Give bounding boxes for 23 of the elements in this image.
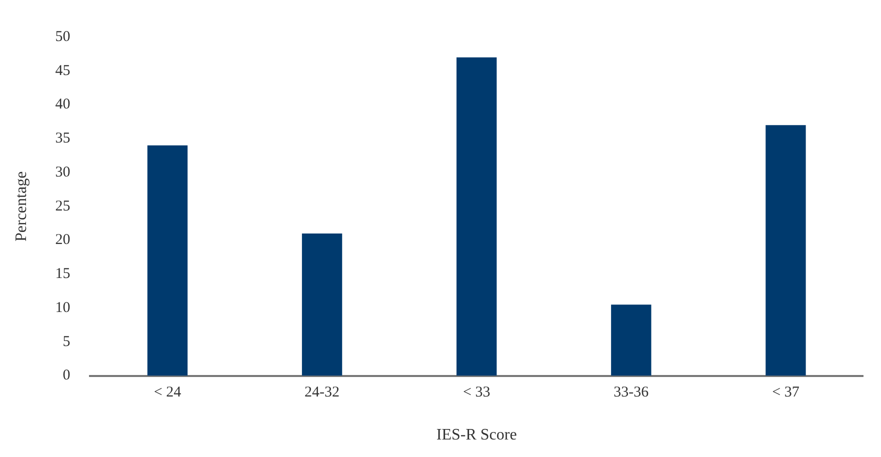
y-tick-label: 15 [55, 266, 70, 282]
y-axis-title: Percentage [12, 171, 30, 242]
y-tick-label: 35 [55, 130, 70, 147]
bar [147, 145, 188, 376]
y-tick-label: 10 [55, 300, 70, 316]
bar [456, 57, 497, 376]
y-tick-label: 5 [62, 334, 70, 350]
x-tick-label: 33-36 [614, 384, 650, 401]
bar [302, 234, 342, 376]
y-tick-label: 45 [55, 62, 70, 79]
y-tick-label: 30 [55, 164, 70, 180]
bar [611, 304, 652, 376]
y-tick-label: 20 [55, 232, 70, 248]
x-tick-label: 24-32 [304, 384, 340, 401]
x-axis-title: IES-R Score [436, 426, 517, 444]
x-tick-label: < 24 [154, 384, 182, 401]
x-tick-label: < 37 [772, 384, 800, 401]
bar [766, 125, 806, 376]
y-tick-label: 40 [55, 96, 70, 113]
y-tick-label: 50 [55, 28, 70, 45]
y-tick-label: 0 [62, 368, 70, 384]
y-tick-label: 25 [55, 198, 70, 214]
x-tick-label: < 33 [462, 384, 490, 401]
